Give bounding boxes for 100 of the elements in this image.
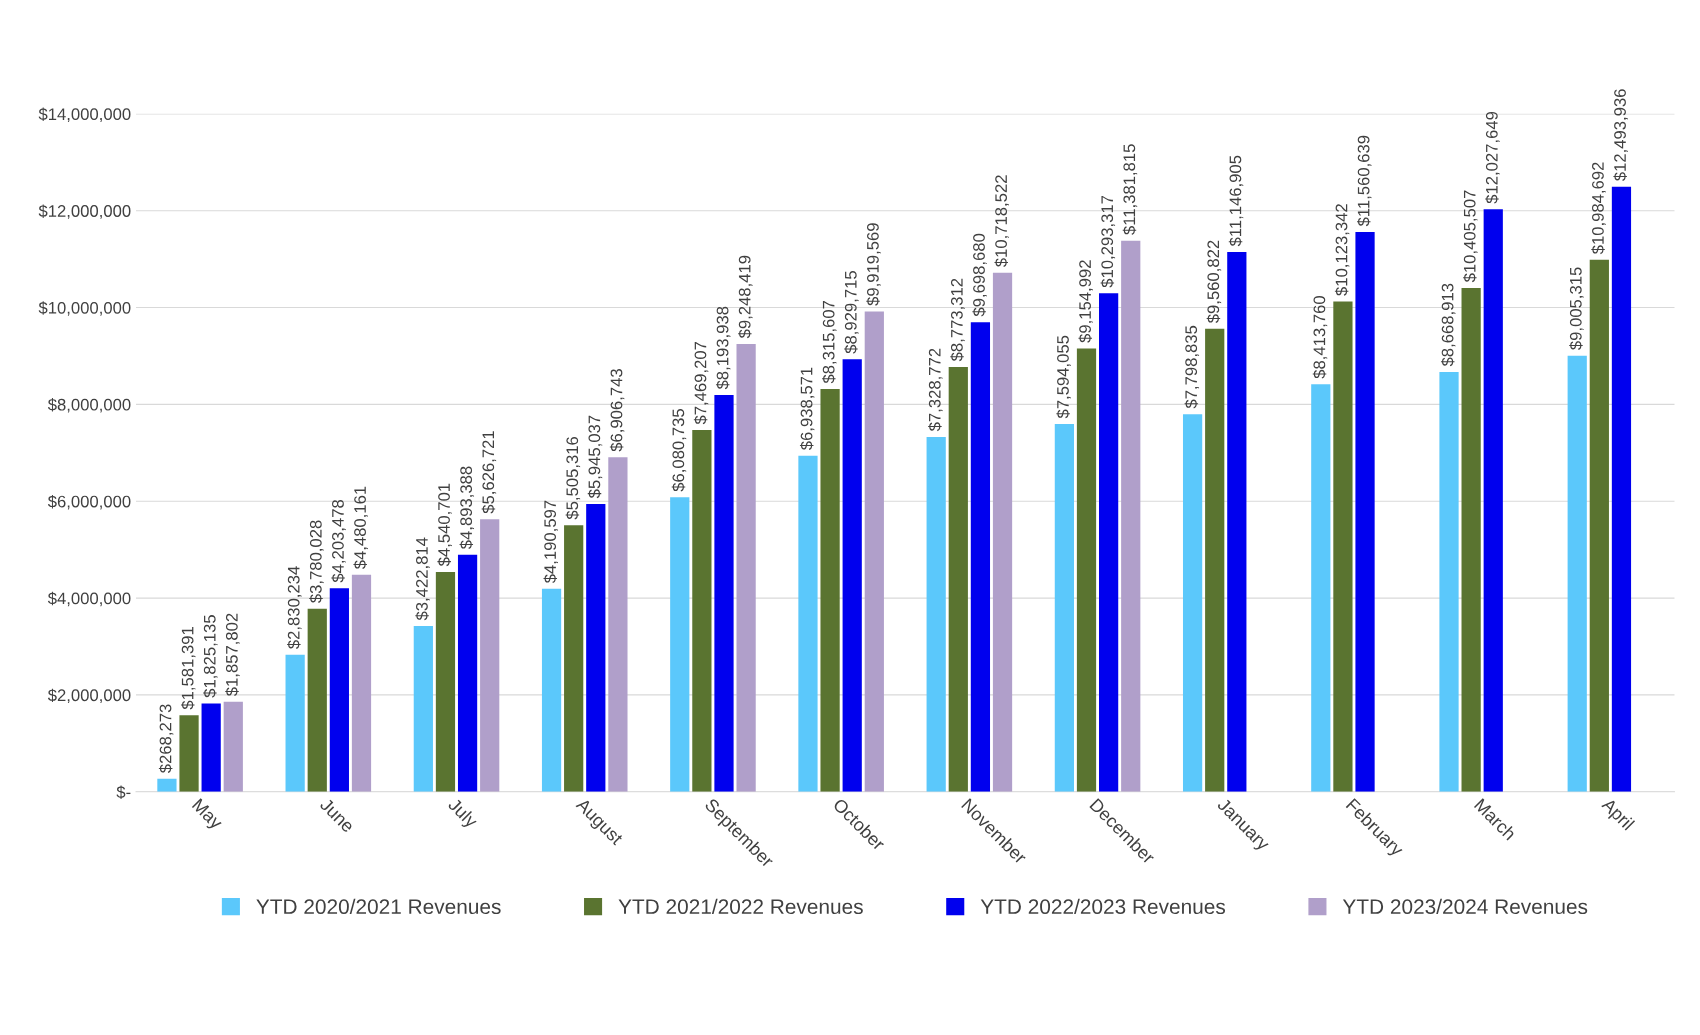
bar bbox=[842, 359, 862, 792]
data-label: $8,193,938 bbox=[715, 306, 731, 390]
data-label: $8,773,312 bbox=[950, 278, 965, 362]
data-label: $7,594,055 bbox=[1056, 335, 1071, 419]
bar bbox=[223, 701, 243, 792]
bar bbox=[714, 395, 734, 792]
bar bbox=[926, 436, 946, 792]
bar bbox=[1182, 414, 1203, 792]
bar bbox=[1121, 240, 1141, 792]
bar bbox=[586, 503, 606, 792]
data-label: $3,780,028 bbox=[309, 520, 324, 603]
bar bbox=[864, 311, 884, 792]
bar bbox=[541, 588, 562, 792]
data-label: $7,469,207 bbox=[693, 341, 709, 425]
bar bbox=[1333, 301, 1353, 792]
y-tick-label: $12,000,000 bbox=[38, 204, 131, 219]
bar bbox=[970, 322, 991, 792]
y-tick-label: $- bbox=[116, 785, 131, 799]
bar bbox=[1461, 287, 1481, 792]
data-label: $268,273 bbox=[158, 704, 174, 774]
data-label: $12,493,936 bbox=[1613, 89, 1628, 182]
bar bbox=[1355, 231, 1375, 792]
bar bbox=[351, 574, 372, 792]
bar bbox=[692, 430, 712, 792]
bar bbox=[564, 525, 584, 792]
bar bbox=[157, 778, 177, 792]
data-label: $2,830,234 bbox=[287, 566, 302, 649]
data-label: $10,405,507 bbox=[1463, 190, 1478, 283]
bar bbox=[1076, 348, 1097, 792]
bar bbox=[480, 519, 500, 792]
bar bbox=[285, 654, 305, 792]
bar bbox=[948, 366, 968, 792]
data-label: $11,560,639 bbox=[1357, 135, 1372, 227]
data-label: $8,315,607 bbox=[822, 300, 837, 384]
legend-label: YTD 2021/2022 Revenues bbox=[618, 898, 863, 915]
bar bbox=[201, 703, 221, 792]
data-label: $1,581,391 bbox=[181, 627, 196, 710]
bar bbox=[329, 588, 349, 792]
bar bbox=[798, 455, 818, 792]
data-label: $4,893,388 bbox=[459, 466, 475, 550]
data-label: $4,190,597 bbox=[543, 500, 558, 584]
bar bbox=[1611, 186, 1632, 792]
data-label: $11,381,815 bbox=[1122, 144, 1138, 235]
data-label: $10,123,342 bbox=[1334, 204, 1350, 296]
bar bbox=[1311, 384, 1331, 792]
data-label: $9,919,569 bbox=[866, 223, 881, 306]
data-label: $1,857,802 bbox=[225, 613, 240, 697]
data-label: $12,027,649 bbox=[1485, 111, 1500, 204]
bar bbox=[992, 272, 1013, 792]
y-tick-label: $6,000,000 bbox=[47, 494, 131, 510]
data-label: $6,906,743 bbox=[609, 369, 625, 452]
data-label: $9,005,315 bbox=[1569, 267, 1584, 350]
data-label: $9,154,992 bbox=[1078, 260, 1093, 343]
data-label: $11,146,905 bbox=[1228, 155, 1244, 247]
y-tick-label: $14,000,000 bbox=[38, 107, 131, 123]
bar bbox=[1567, 355, 1587, 792]
data-label: $7,328,772 bbox=[928, 348, 943, 432]
bar bbox=[1205, 328, 1225, 792]
bar bbox=[1099, 293, 1119, 792]
data-label: $6,080,735 bbox=[671, 409, 687, 492]
bar bbox=[820, 389, 840, 792]
data-label: $4,480,161 bbox=[353, 486, 368, 570]
y-tick-label: $8,000,000 bbox=[47, 398, 131, 413]
legend-label: YTD 2020/2021 Revenues bbox=[256, 898, 501, 915]
bar bbox=[179, 715, 199, 792]
data-label: $10,718,522 bbox=[994, 175, 1009, 268]
bar bbox=[457, 554, 478, 792]
bar bbox=[1054, 424, 1074, 792]
y-tick-label: $10,000,000 bbox=[38, 301, 131, 316]
data-label: $4,540,701 bbox=[437, 483, 452, 567]
bar bbox=[413, 626, 433, 792]
bar bbox=[1483, 209, 1503, 792]
data-label: $5,626,721 bbox=[481, 431, 497, 514]
y-tick-label: $2,000,000 bbox=[47, 688, 131, 704]
bar bbox=[1227, 252, 1247, 792]
x-tick-label: July bbox=[444, 796, 480, 832]
data-label: $10,984,692 bbox=[1591, 162, 1606, 255]
bar bbox=[435, 571, 456, 792]
data-label: $10,293,317 bbox=[1100, 195, 1116, 288]
bar bbox=[307, 608, 327, 792]
data-label: $3,422,814 bbox=[415, 537, 430, 621]
bar bbox=[1589, 259, 1609, 792]
data-label: $9,698,680 bbox=[972, 233, 987, 317]
data-label: $9,560,822 bbox=[1206, 240, 1222, 324]
data-label: $8,929,715 bbox=[844, 271, 859, 354]
legend-label: YTD 2022/2023 Revenues bbox=[980, 898, 1226, 915]
bar bbox=[608, 457, 628, 792]
bar bbox=[1439, 372, 1459, 792]
data-label: $9,248,419 bbox=[738, 255, 753, 339]
data-label: $7,798,835 bbox=[1184, 325, 1200, 409]
data-label: $8,413,760 bbox=[1312, 296, 1328, 379]
bar bbox=[736, 343, 756, 792]
y-tick-label: $4,000,000 bbox=[47, 591, 131, 607]
data-label: $5,945,037 bbox=[587, 415, 603, 499]
data-label: $6,938,571 bbox=[799, 367, 815, 451]
data-label: $1,825,135 bbox=[203, 615, 218, 698]
x-tick-label: April bbox=[1598, 796, 1636, 834]
data-label: $4,203,478 bbox=[331, 499, 346, 583]
legend-label: YTD 2023/2024 Revenues bbox=[1342, 898, 1588, 915]
bar bbox=[670, 497, 690, 792]
